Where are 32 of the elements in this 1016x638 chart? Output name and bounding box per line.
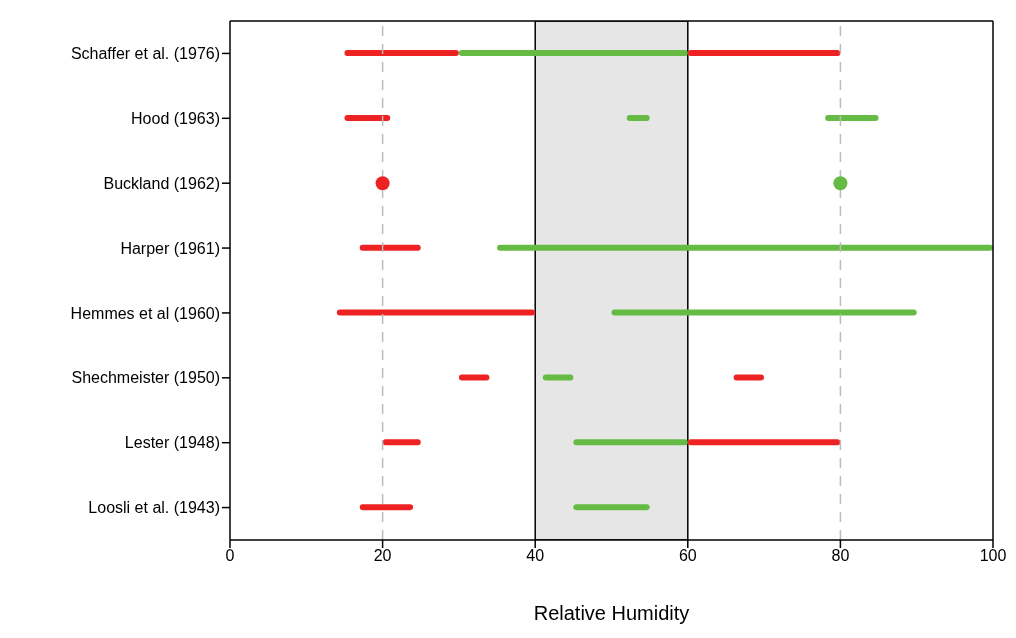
x-tick-label: 100 bbox=[979, 547, 1007, 565]
x-tick-label: 80 bbox=[831, 547, 850, 565]
bar bbox=[336, 309, 536, 316]
y-tick-label: Lester (1948) bbox=[124, 434, 220, 452]
y-tick-label: Schaffer et al. (1976) bbox=[70, 45, 220, 63]
bar bbox=[687, 50, 841, 56]
bar bbox=[359, 504, 414, 511]
bar bbox=[542, 374, 574, 381]
bar bbox=[382, 439, 421, 446]
bar bbox=[573, 504, 650, 511]
x-tick-label: 20 bbox=[373, 547, 392, 565]
bar bbox=[611, 309, 917, 316]
bar bbox=[687, 439, 841, 446]
y-tick-label: Buckland (1962) bbox=[103, 174, 220, 192]
y-tick-label: Hood (1963) bbox=[131, 109, 220, 127]
y-tick-label: Hemmes et al (1960) bbox=[70, 304, 220, 322]
bar bbox=[359, 244, 421, 251]
bar bbox=[733, 374, 765, 381]
bar bbox=[497, 244, 993, 251]
x-tick-label: 60 bbox=[678, 547, 697, 565]
bar bbox=[458, 50, 688, 56]
x-tick-label: 0 bbox=[225, 547, 235, 565]
y-tick-label: Shechmeister (1950) bbox=[71, 369, 220, 387]
bar bbox=[825, 114, 879, 121]
y-tick-label: Loosli et al. (1943) bbox=[88, 499, 220, 517]
bar bbox=[458, 374, 490, 381]
bar bbox=[573, 439, 688, 446]
bar bbox=[344, 114, 391, 121]
y-tick-label: Harper (1961) bbox=[120, 239, 220, 257]
x-axis-title: Relative Humidity bbox=[533, 602, 690, 624]
bar bbox=[344, 50, 459, 56]
x-tick-label: 40 bbox=[526, 547, 545, 565]
